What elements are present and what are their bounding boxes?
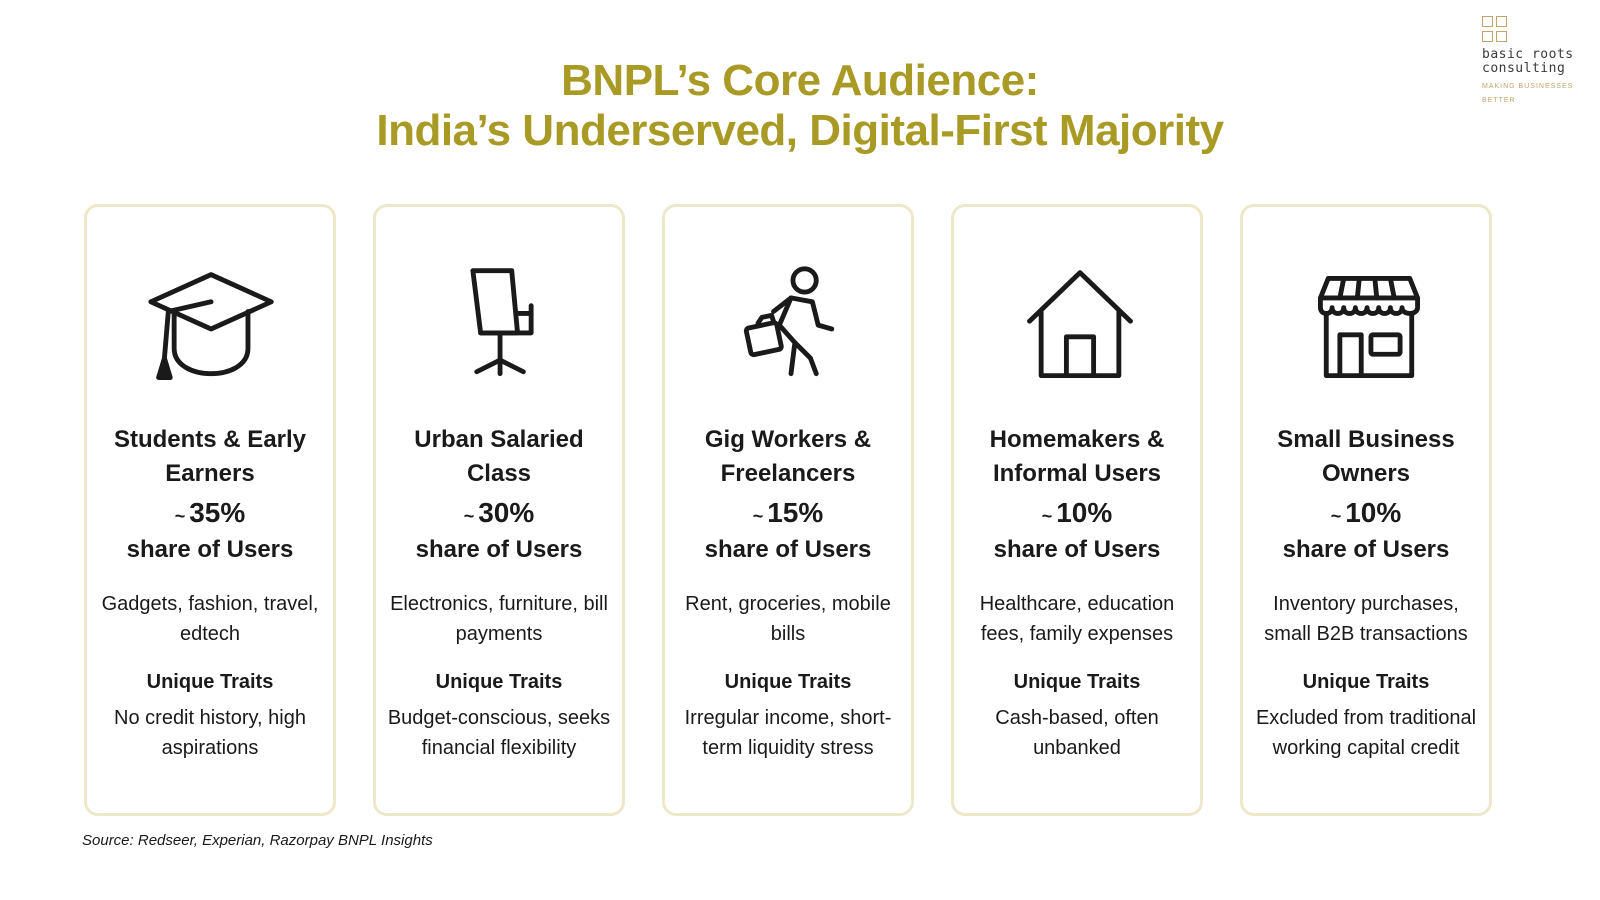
segment-card-gig-workers: Gig Workers & Freelancers ~15% share of … — [662, 204, 914, 816]
segment-share: ~15% — [752, 497, 824, 528]
segment-title: Small Business Owners — [1277, 426, 1455, 487]
segment-share: ~10% — [1330, 497, 1402, 528]
segment-traits: Excluded from traditional working capita… — [1255, 707, 1477, 759]
traits-heading: Unique Traits — [1302, 671, 1430, 693]
logo-name-line-2: consulting — [1482, 61, 1566, 76]
page-title-line-1: BNPL’s Core Audience: — [561, 56, 1039, 105]
share-label: share of Users — [415, 536, 583, 563]
share-label: share of Users — [126, 536, 294, 563]
segment-share-value: 35% — [189, 497, 246, 528]
page-title-line-2: India’s Underserved, Digital-First Major… — [376, 106, 1224, 155]
traits-heading: Unique Traits — [724, 671, 852, 693]
segment-share: ~10% — [1041, 497, 1113, 528]
segment-traits: No credit history, high aspirations — [114, 707, 306, 759]
segment-use-cases: Gadgets, fashion, travel, edtech — [101, 593, 319, 645]
segment-title: Gig Workers & Freelancers — [704, 426, 872, 487]
traits-heading: Unique Traits — [435, 671, 563, 693]
traits-heading: Unique Traits — [146, 671, 274, 693]
segment-share: ~30% — [463, 497, 535, 528]
segment-card-homemakers: Homemakers & Informal Users ~10% share o… — [951, 204, 1203, 816]
segment-share-value: 30% — [478, 497, 535, 528]
company-logo: basic roots consulting MAKING BUSINESSES… — [1482, 16, 1598, 104]
house-icon — [1010, 263, 1150, 395]
segment-share-value: 15% — [767, 497, 824, 528]
share-label: share of Users — [704, 536, 872, 563]
source-note: Source: Redseer, Experian, Razorpay BNPL… — [82, 832, 433, 849]
traits-heading: Unique Traits — [1013, 671, 1141, 693]
segment-use-cases: Inventory purchases, small B2B transacti… — [1264, 593, 1468, 645]
segment-traits: Budget-conscious, seeks financial flexib… — [387, 707, 611, 759]
graduation-cap-icon — [143, 263, 283, 395]
logo-tagline-line-2: BETTER — [1482, 97, 1516, 104]
segment-card-urban-salaried: Urban Salaried Class ~30% share of Users… — [373, 204, 625, 816]
logo-grid-icon — [1482, 16, 1508, 42]
segment-title: Homemakers & Informal Users — [989, 426, 1165, 487]
logo-name-line-1: basic roots — [1482, 47, 1574, 62]
logo-tagline-line-1: MAKING BUSINESSES — [1482, 83, 1574, 90]
share-label: share of Users — [993, 536, 1161, 563]
segment-title: Urban Salaried Class — [414, 426, 584, 487]
share-label: share of Users — [1282, 536, 1450, 563]
office-chair-icon — [432, 263, 572, 395]
segment-traits: Cash-based, often unbanked — [995, 707, 1159, 759]
segment-use-cases: Healthcare, education fees, family expen… — [979, 593, 1175, 645]
storefront-icon — [1299, 263, 1439, 395]
segment-card-small-business: Small Business Owners ~10% share of User… — [1240, 204, 1492, 816]
segment-use-cases: Electronics, furniture, bill payments — [390, 593, 608, 645]
segment-share-value: 10% — [1056, 497, 1113, 528]
segment-title: Students & Early Earners — [113, 426, 307, 487]
walking-person-briefcase-icon — [721, 263, 861, 395]
page-title: BNPL’s Core Audience: India’s Underserve… — [0, 56, 1600, 156]
segment-traits: Irregular income, short-term liquidity s… — [684, 707, 892, 759]
segment-share: ~35% — [174, 497, 246, 528]
segment-use-cases: Rent, groceries, mobile bills — [685, 593, 891, 645]
segment-card-students: Students & Early Earners ~35% share of U… — [84, 204, 336, 816]
segment-share-value: 10% — [1345, 497, 1402, 528]
